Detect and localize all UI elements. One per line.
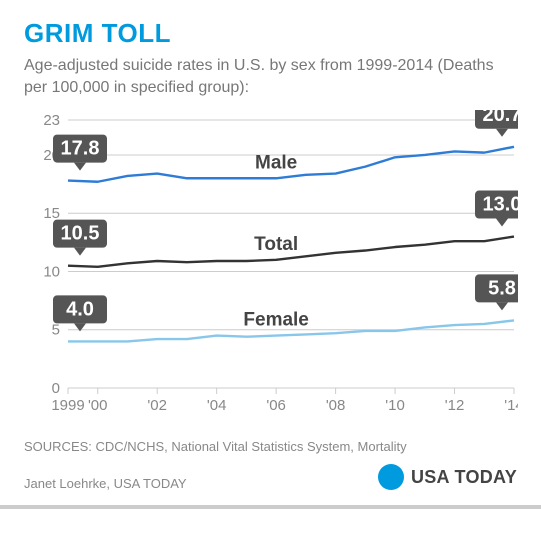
chart-title: GRIM TOLL bbox=[24, 18, 517, 49]
svg-text:'14: '14 bbox=[504, 397, 518, 414]
svg-text:1999: 1999 bbox=[51, 397, 84, 414]
logo-circle-icon bbox=[377, 463, 405, 491]
svg-text:0: 0 bbox=[52, 380, 60, 397]
chart-container: GRIM TOLL Age-adjusted suicide rates in … bbox=[0, 0, 541, 509]
svg-text:5.8: 5.8 bbox=[488, 278, 516, 300]
svg-text:Female: Female bbox=[243, 310, 308, 331]
svg-text:'08: '08 bbox=[326, 397, 346, 414]
svg-text:'04: '04 bbox=[207, 397, 227, 414]
logo-text: USA TODAY bbox=[411, 467, 517, 488]
svg-text:23: 23 bbox=[43, 112, 60, 129]
svg-text:'02: '02 bbox=[147, 397, 167, 414]
line-chart: 05101520231999'00'02'04'06'08'10'12'14Ma… bbox=[24, 110, 518, 430]
chart-area: 05101520231999'00'02'04'06'08'10'12'14Ma… bbox=[24, 110, 517, 430]
sources-text: SOURCES: CDC/NCHS, National Vital Statis… bbox=[24, 438, 517, 457]
svg-text:13.0: 13.0 bbox=[483, 194, 518, 216]
svg-text:10: 10 bbox=[43, 264, 60, 281]
svg-text:'00: '00 bbox=[88, 397, 108, 414]
svg-text:20.7: 20.7 bbox=[483, 110, 518, 126]
svg-text:'12: '12 bbox=[445, 397, 465, 414]
svg-text:Total: Total bbox=[254, 234, 298, 255]
chart-subtitle: Age-adjusted suicide rates in U.S. by se… bbox=[24, 55, 517, 98]
svg-text:Male: Male bbox=[255, 152, 297, 173]
svg-text:'06: '06 bbox=[266, 397, 286, 414]
usa-today-logo: USA TODAY bbox=[377, 463, 517, 491]
footer: Janet Loehrke, USA TODAY USA TODAY bbox=[24, 463, 517, 491]
svg-text:5: 5 bbox=[52, 322, 60, 339]
credit-text: Janet Loehrke, USA TODAY bbox=[24, 476, 187, 491]
svg-text:17.8: 17.8 bbox=[61, 138, 100, 160]
svg-text:'10: '10 bbox=[385, 397, 405, 414]
svg-text:10.5: 10.5 bbox=[61, 223, 100, 245]
svg-text:4.0: 4.0 bbox=[66, 299, 94, 321]
